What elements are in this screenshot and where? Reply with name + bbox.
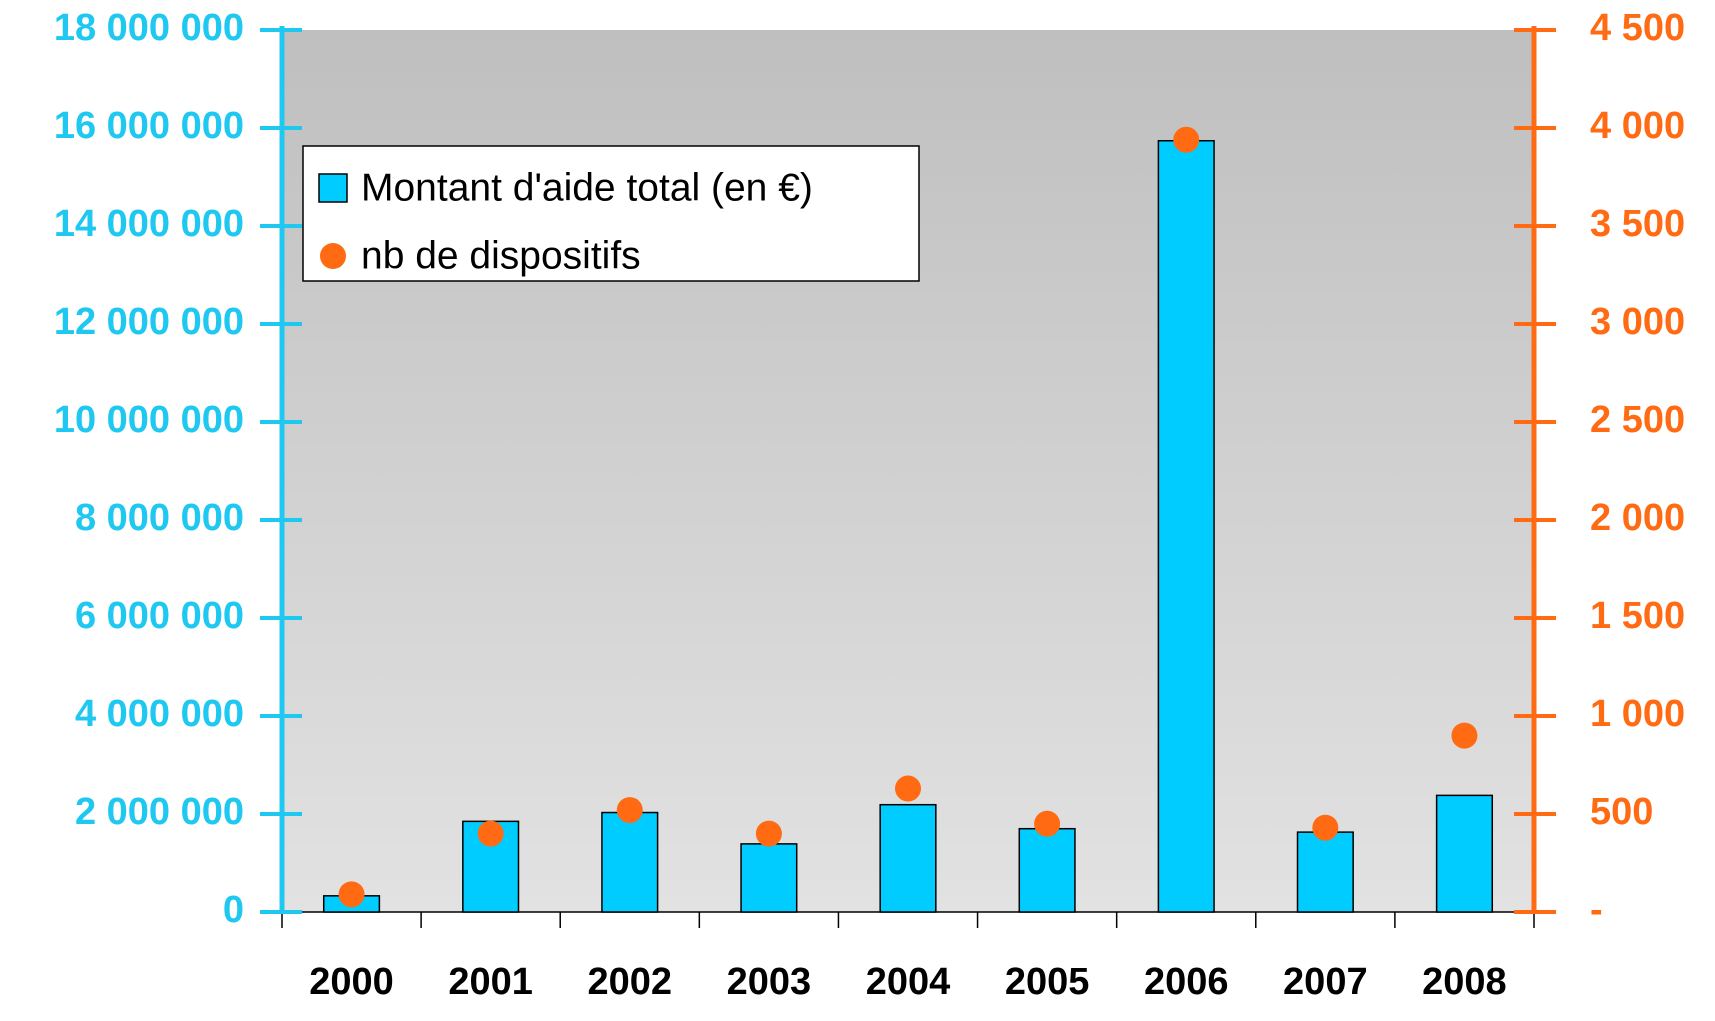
- y-tick-label: 8 000 000: [75, 497, 244, 539]
- y-tick-label: 14 000 000: [54, 203, 244, 245]
- y2-tick-label: 500: [1590, 791, 1653, 833]
- dot: [755, 820, 782, 847]
- dot: [338, 881, 365, 908]
- bar: [1018, 827, 1076, 913]
- y2-tick-label: 4 500: [1590, 7, 1685, 49]
- y2-tick-label: 2 000: [1590, 497, 1685, 539]
- x-tick-label: 2008: [1422, 961, 1507, 1003]
- x-tick-label: 2001: [448, 961, 533, 1003]
- bar: [740, 843, 798, 913]
- dot: [1173, 126, 1200, 153]
- y-tick-label: 2 000 000: [75, 791, 244, 833]
- x-tick-label: 2007: [1283, 961, 1368, 1003]
- dot: [895, 775, 921, 802]
- y2-tick-label: 3 500: [1590, 203, 1685, 245]
- bar: [1435, 794, 1494, 913]
- legend-box: [302, 145, 920, 282]
- bar: [1296, 831, 1354, 913]
- y2-tick-label: 4 000: [1590, 105, 1685, 147]
- dot: [616, 797, 643, 824]
- y-tick-label: 6 000 000: [75, 595, 244, 637]
- y-tick-label: 0: [223, 889, 244, 931]
- y2-tick-label: 1 500: [1590, 595, 1685, 637]
- y2-tick-label: 1 000: [1590, 693, 1685, 735]
- y2-tick-label: 2 500: [1590, 399, 1685, 441]
- x-tick-label: 2005: [1005, 961, 1090, 1003]
- dot: [1034, 810, 1061, 837]
- x-tick-label: 2004: [866, 961, 951, 1003]
- x-tick-label: 2006: [1144, 961, 1229, 1003]
- x-tick-label: 2003: [727, 961, 812, 1003]
- legend-label: nb de dispositifs: [361, 234, 641, 277]
- dot: [1451, 722, 1478, 749]
- legend-marker: [318, 173, 348, 203]
- y-tick-label: 4 000 000: [75, 693, 244, 735]
- y2-tick-label: -: [1590, 889, 1603, 931]
- legend-label: Montant d'aide total (en €): [361, 166, 813, 209]
- y-tick-label: 16 000 000: [54, 105, 244, 147]
- x-tick-label: 2000: [309, 961, 394, 1003]
- dot: [1312, 814, 1339, 841]
- y2-tick-label: 3 000: [1590, 301, 1685, 343]
- bar: [1157, 139, 1215, 913]
- y-tick-label: 10 000 000: [54, 399, 244, 441]
- legend-marker: [320, 243, 346, 269]
- x-tick-label: 2002: [588, 961, 673, 1003]
- y-tick-label: 12 000 000: [54, 301, 244, 343]
- bar: [879, 803, 937, 913]
- y-tick-label: 18 000 000: [54, 7, 244, 49]
- dot: [477, 820, 504, 847]
- bar: [601, 811, 659, 913]
